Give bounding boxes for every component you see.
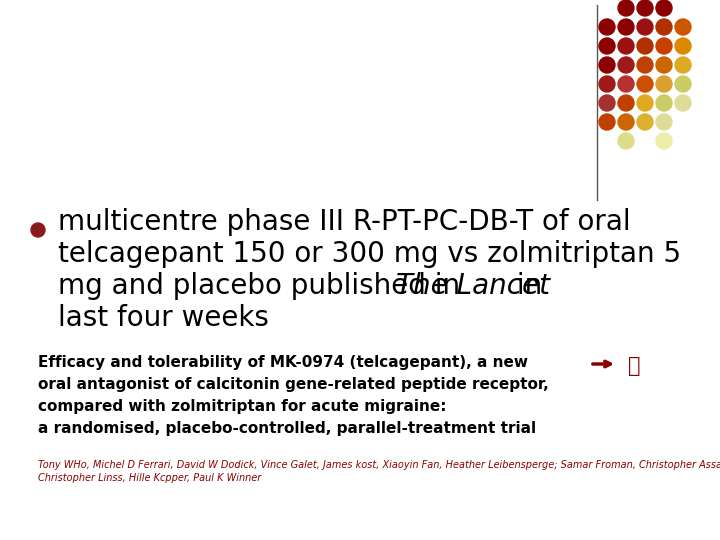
Text: in: in xyxy=(508,272,542,300)
Circle shape xyxy=(637,76,653,92)
Circle shape xyxy=(675,57,691,73)
Circle shape xyxy=(656,0,672,16)
Circle shape xyxy=(599,38,615,54)
Circle shape xyxy=(675,19,691,35)
Text: last four weeks: last four weeks xyxy=(58,304,269,332)
Text: mg and placebo published in: mg and placebo published in xyxy=(58,272,469,300)
Circle shape xyxy=(656,133,672,149)
Circle shape xyxy=(656,38,672,54)
Circle shape xyxy=(656,76,672,92)
Circle shape xyxy=(656,57,672,73)
Circle shape xyxy=(618,38,634,54)
Circle shape xyxy=(675,38,691,54)
Circle shape xyxy=(637,38,653,54)
Text: a randomised, placebo-controlled, parallel-treatment trial: a randomised, placebo-controlled, parall… xyxy=(38,421,536,436)
Circle shape xyxy=(599,19,615,35)
Circle shape xyxy=(637,57,653,73)
Text: Tony WHo, Michel D Ferrari, David W Dodick, Vince Galet, James kost, Xiaoyin Fan: Tony WHo, Michel D Ferrari, David W Dodi… xyxy=(38,460,720,470)
Circle shape xyxy=(656,19,672,35)
Circle shape xyxy=(637,19,653,35)
Circle shape xyxy=(637,0,653,16)
Circle shape xyxy=(31,223,45,237)
Text: The Lancet: The Lancet xyxy=(396,272,550,300)
Circle shape xyxy=(599,76,615,92)
Text: Efficacy and tolerability of MK-0974 (telcagepant), a new: Efficacy and tolerability of MK-0974 (te… xyxy=(38,355,528,370)
Circle shape xyxy=(656,95,672,111)
Text: compared with zolmitriptan for acute migraine:: compared with zolmitriptan for acute mig… xyxy=(38,399,446,414)
Text: Christopher Linss, Hille Kcpper, Paul K Winner: Christopher Linss, Hille Kcpper, Paul K … xyxy=(38,473,261,483)
Circle shape xyxy=(618,133,634,149)
Circle shape xyxy=(599,114,615,130)
Circle shape xyxy=(618,76,634,92)
Circle shape xyxy=(618,114,634,130)
Circle shape xyxy=(618,19,634,35)
Circle shape xyxy=(599,57,615,73)
Text: Ⓦ: Ⓦ xyxy=(628,356,641,376)
Circle shape xyxy=(637,95,653,111)
Circle shape xyxy=(675,76,691,92)
Circle shape xyxy=(618,95,634,111)
Circle shape xyxy=(618,57,634,73)
Text: multicentre phase III R-PT-PC-DB-T of oral: multicentre phase III R-PT-PC-DB-T of or… xyxy=(58,208,631,236)
Circle shape xyxy=(675,95,691,111)
Circle shape xyxy=(637,114,653,130)
Circle shape xyxy=(656,114,672,130)
Text: telcagepant 150 or 300 mg vs zolmitriptan 5: telcagepant 150 or 300 mg vs zolmitripta… xyxy=(58,240,681,268)
Circle shape xyxy=(618,0,634,16)
Text: oral antagonist of calcitonin gene-related peptide receptor,: oral antagonist of calcitonin gene-relat… xyxy=(38,377,549,392)
Circle shape xyxy=(599,95,615,111)
